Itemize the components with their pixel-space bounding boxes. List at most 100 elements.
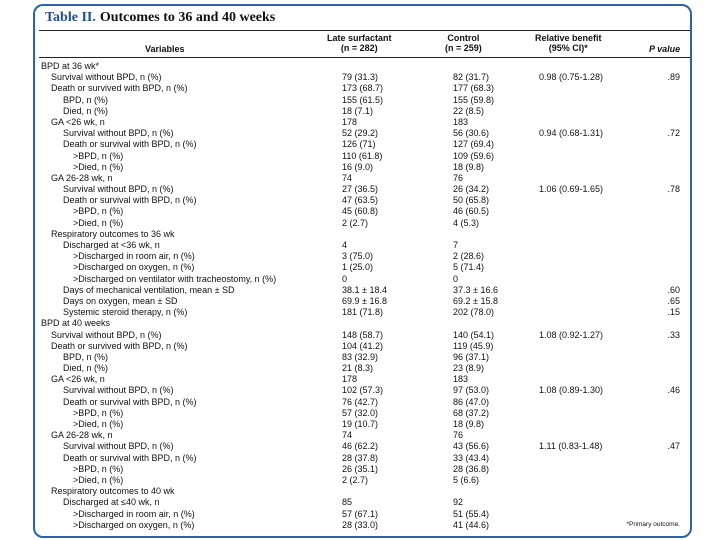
cell-pvalue: .89 [667,72,680,83]
cell-late-surfactant: 1 (25.0) [342,262,374,273]
cell-late-surfactant: 181 (71.8) [342,307,384,318]
cell-control: 33 (43.4) [453,452,490,463]
table-row: >Died, n (%) 16 (9.0) 18 (9.8) [35,162,690,173]
cell-control: 56 (30.6) [453,128,490,139]
header-rule [39,57,690,58]
table-title: Table II. Outcomes to 36 and 40 weeks [45,10,275,26]
table-row: Died, n (%) 18 (7.1) 22 (8.5) [35,106,690,117]
row-label: Survival without BPD, n (%) [51,72,162,83]
cell-late-surfactant: 83 (32.9) [342,351,379,362]
cell-late-surfactant: 45 (60.8) [342,206,379,217]
row-label: Survival without BPD, n (%) [51,329,162,340]
table-row: GA 26-28 wk, n 74 76 [35,173,690,184]
table-row: Death or survival with BPD, n (%) 76 (42.… [35,397,690,408]
cell-pvalue: .60 [667,284,680,295]
cell-control: 28 (36.8) [453,463,490,474]
row-label: Death or survived with BPD, n (%) [51,340,188,351]
cell-late-surfactant: 110 (61.8) [342,150,383,161]
cell-late-surfactant: 173 (68.7) [342,83,384,94]
table-row: BPD at 36 wk* [35,61,690,72]
table-row: Death or survived with BPD, n (%) 173 (68… [35,83,690,94]
table-row: Survival without BPD, n (%) 27 (36.5) 26 (… [35,184,690,195]
row-label: >Discharged in room air, n (%) [73,251,195,262]
cell-control: 76 [453,172,464,183]
table-row: Survival without BPD, n (%) 79 (31.3) 82 (… [35,72,690,83]
table-row: Systemic steroid therapy, n (%) 181 (71.8… [35,307,690,318]
row-label: >Died, n (%) [73,217,124,228]
cell-control: 0 [453,273,459,284]
header-pvalue: P value [649,44,681,54]
table-frame: Table II. Outcomes to 36 and 40 weeks Var… [33,4,692,538]
table-row: Days on oxygen, mean ± SD 69.9 ± 16.8 69.2… [35,296,690,307]
table-row: >Died, n (%) 19 (10.7) 18 (9.8) [35,419,690,430]
table-title-text: Outcomes to 36 and 40 weeks [99,10,276,25]
table-row: BPD, n (%) 155 (61.5) 155 (59.8) [35,95,690,106]
cell-late-surfactant: 74 [342,430,353,441]
cell-control: 183 [453,374,469,385]
cell-late-surfactant: 38.1 ± 18.4 [342,284,387,295]
cell-control: 183 [453,116,469,127]
cell-control: 7 [453,240,459,250]
cell-late-surfactant: 76 (42.7) [342,396,379,407]
header-late-line2: (n = 282) [340,43,378,53]
row-label: Discharged at <36 wk, n [63,240,160,250]
cell-late-surfactant: 47 (63.5) [342,195,379,206]
row-label: BPD, n (%) [63,94,109,105]
cell-late-surfactant: 4 [342,240,348,250]
row-label: >Discharged on oxygen, n (%) [73,519,195,530]
cell-pvalue: .33 [667,329,680,340]
row-label: GA <26 wk, n [51,374,105,385]
cell-control: 86 (47.0) [453,396,490,407]
cell-late-surfactant: 178 [342,116,358,127]
cell-control: 46 (60.5) [453,206,490,217]
cell-late-surfactant: 21 (8.3) [342,363,374,374]
cell-late-surfactant: 2 (2.7) [342,474,369,485]
table-row: Discharged at ≤40 wk, n 85 92 [35,497,690,508]
cell-control: 127 (69.4) [453,139,495,150]
cell-control: 4 (5.3) [453,217,480,228]
row-label: Respiratory outcomes to 36 wk [51,228,175,239]
row-label: BPD, n (%) [63,351,109,362]
cell-control: 23 (8.9) [453,363,485,374]
row-label: BPD at 40 weeks [41,318,111,329]
cell-late-surfactant: 148 (58.7) [342,329,384,340]
cell-control: 177 (68.3) [453,83,495,94]
table-row: Survival without BPD, n (%) 52 (29.2) 56 (… [35,128,690,139]
cell-relative-benefit: 1.06 (0.69-1.65) [539,184,604,195]
header-control: Control (n = 259) [445,33,482,53]
cell-control: 140 (54.1) [453,329,495,340]
cell-control: 43 (56.6) [453,441,490,452]
cell-control: 202 (78.0) [453,307,495,318]
cell-late-surfactant: 19 (10.7) [342,419,379,429]
table-row: Death or survival with BPD, n (%) 126 (71… [35,139,690,150]
cell-late-surfactant: 104 (41.2) [342,340,384,351]
cell-control: 22 (8.5) [453,105,485,116]
table-row: >BPD, n (%) 45 (60.8) 46 (60.5) [35,206,690,217]
header-rb-line2: (95% CI)* [548,43,588,53]
cell-late-surfactant: 85 [342,497,353,508]
table-row: Death or survived with BPD, n (%) 104 (41… [35,341,690,352]
cell-late-surfactant: 28 (33.0) [342,519,379,530]
cell-late-surfactant: 27 (36.5) [342,184,379,195]
cell-control: 26 (34.2) [453,184,490,195]
cell-late-surfactant: 0 [342,273,348,284]
cell-late-surfactant: 155 (61.5) [342,94,384,105]
cell-late-surfactant: 57 (32.0) [342,407,379,418]
cell-control: 96 (37.1) [453,351,490,362]
cell-control: 69.2 ± 15.8 [453,295,498,306]
cell-pvalue: .78 [667,184,680,195]
header-control-line1: Control [447,33,480,43]
table-row: >Discharged on oxygen, n (%) 28 (33.0) 41 … [35,520,690,531]
cell-late-surfactant: 18 (7.1) [342,105,374,116]
cell-late-surfactant: 46 (62.2) [342,441,379,452]
cell-late-surfactant: 74 [342,172,353,183]
cell-late-surfactant: 52 (29.2) [342,128,379,139]
table-row: Survival without BPD, n (%) 46 (62.2) 43 (… [35,441,690,452]
row-label: BPD at 36 wk* [41,61,100,71]
row-label: >BPD, n (%) [73,463,124,474]
cell-control: 109 (59.6) [453,150,495,161]
table-row: BPD at 40 weeks [35,318,690,329]
cell-late-surfactant: 69.9 ± 16.8 [342,295,387,306]
row-label: Discharged at ≤40 wk, n [63,497,160,508]
header-variables: Variables [145,44,185,54]
